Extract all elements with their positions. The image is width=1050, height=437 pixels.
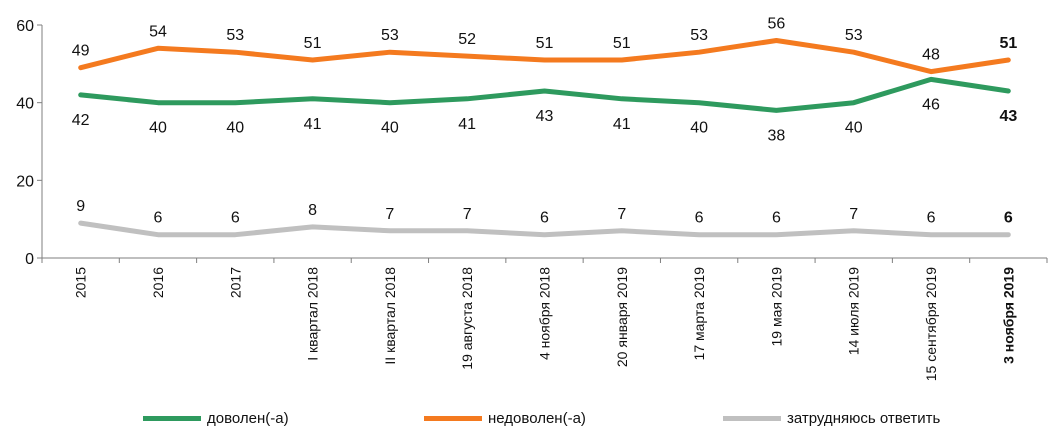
data-label: 40 xyxy=(149,120,167,137)
y-tick-label: 40 xyxy=(16,96,34,113)
x-tick-label: II квартал 2018 xyxy=(382,267,398,365)
chart-axes: 0 20 40 60 xyxy=(16,18,1048,268)
data-label: 42 xyxy=(72,112,90,129)
x-tick-label: 14 июля 2019 xyxy=(846,267,862,355)
series-lines xyxy=(78,38,1011,238)
data-label: 40 xyxy=(690,120,708,137)
data-label: 49 xyxy=(72,43,90,60)
legend-item-undecided: затрудняюсь ответить xyxy=(723,410,940,427)
data-label: 53 xyxy=(381,27,399,44)
x-tick-label: 2016 xyxy=(150,267,166,298)
legend-swatch-dissatisfied xyxy=(424,416,482,421)
legend-label-satisfied: доволен(-а) xyxy=(207,410,289,427)
data-label: 46 xyxy=(922,96,940,113)
x-tick-label: 15 сентября 2019 xyxy=(923,267,939,381)
data-label: 6 xyxy=(154,210,163,227)
data-label: 41 xyxy=(458,116,476,133)
data-label: 53 xyxy=(690,27,708,44)
data-label: 51 xyxy=(536,35,554,52)
x-tick-label: 3 ноября 2019 xyxy=(1000,267,1016,364)
y-tick-label: 20 xyxy=(16,173,34,190)
series-line-2 xyxy=(78,220,1011,238)
x-tick-label: 19 августа 2018 xyxy=(459,267,475,370)
series-line-0 xyxy=(78,76,1011,113)
x-axis-tick-labels: 2015 2016 2017 I квартал 2018 II квартал 201… xyxy=(73,267,1017,381)
x-tick-label: 4 ноября 2018 xyxy=(537,267,553,360)
legend-label-dissatisfied: недоволен(-а) xyxy=(488,410,586,427)
legend-label-undecided: затрудняюсь ответить xyxy=(787,410,941,427)
x-tick-label: 2015 xyxy=(73,267,89,298)
data-label: 43 xyxy=(536,108,554,125)
data-labels: 42 40 40 41 40 41 43 41 40 38 40 46 43 49 54 53 51 53 52 51… xyxy=(72,16,1018,227)
data-label: 52 xyxy=(458,31,476,48)
data-label: 6 xyxy=(927,210,936,227)
data-label: 6 xyxy=(231,210,240,227)
data-label: 7 xyxy=(463,206,472,223)
data-label: 53 xyxy=(226,27,244,44)
data-label: 40 xyxy=(381,120,399,137)
legend-swatch-satisfied xyxy=(143,416,201,421)
data-label: 51 xyxy=(613,35,631,52)
data-label: 6 xyxy=(695,210,704,227)
data-label: 41 xyxy=(613,116,631,133)
data-label: 6 xyxy=(1004,210,1013,227)
data-label: 40 xyxy=(226,120,244,137)
series-line-1 xyxy=(78,38,1011,75)
data-label: 51 xyxy=(304,35,322,52)
legend-item-dissatisfied: недоволен(-а) xyxy=(424,410,586,427)
y-tick-label: 0 xyxy=(25,251,34,268)
x-tick-label: 2017 xyxy=(227,267,243,298)
x-tick-label: 17 марта 2019 xyxy=(691,267,707,361)
data-label: 51 xyxy=(999,35,1017,52)
data-label: 6 xyxy=(772,210,781,227)
data-label: 48 xyxy=(922,47,940,64)
data-label: 40 xyxy=(845,120,863,137)
y-tick-label: 60 xyxy=(16,18,34,35)
x-tick-label: 19 мая 2019 xyxy=(768,267,784,347)
data-label: 38 xyxy=(768,127,786,144)
legend-item-satisfied: доволен(-а) xyxy=(143,410,289,427)
data-label: 54 xyxy=(149,23,167,40)
data-label: 7 xyxy=(617,206,626,223)
legend-swatch-undecided xyxy=(723,416,781,421)
data-label: 53 xyxy=(845,27,863,44)
data-label: 43 xyxy=(999,108,1017,125)
data-label: 9 xyxy=(76,198,85,215)
data-label: 56 xyxy=(768,16,786,33)
data-label: 6 xyxy=(540,210,549,227)
x-tick-label: I квартал 2018 xyxy=(305,267,321,361)
data-label: 8 xyxy=(308,202,317,219)
data-label: 41 xyxy=(304,116,322,133)
legend: доволен(-а) недоволен(-а) затрудняюсь от… xyxy=(0,410,1050,434)
data-label: 7 xyxy=(849,206,858,223)
data-label: 7 xyxy=(385,206,394,223)
x-tick-label: 20 января 2019 xyxy=(614,267,630,367)
